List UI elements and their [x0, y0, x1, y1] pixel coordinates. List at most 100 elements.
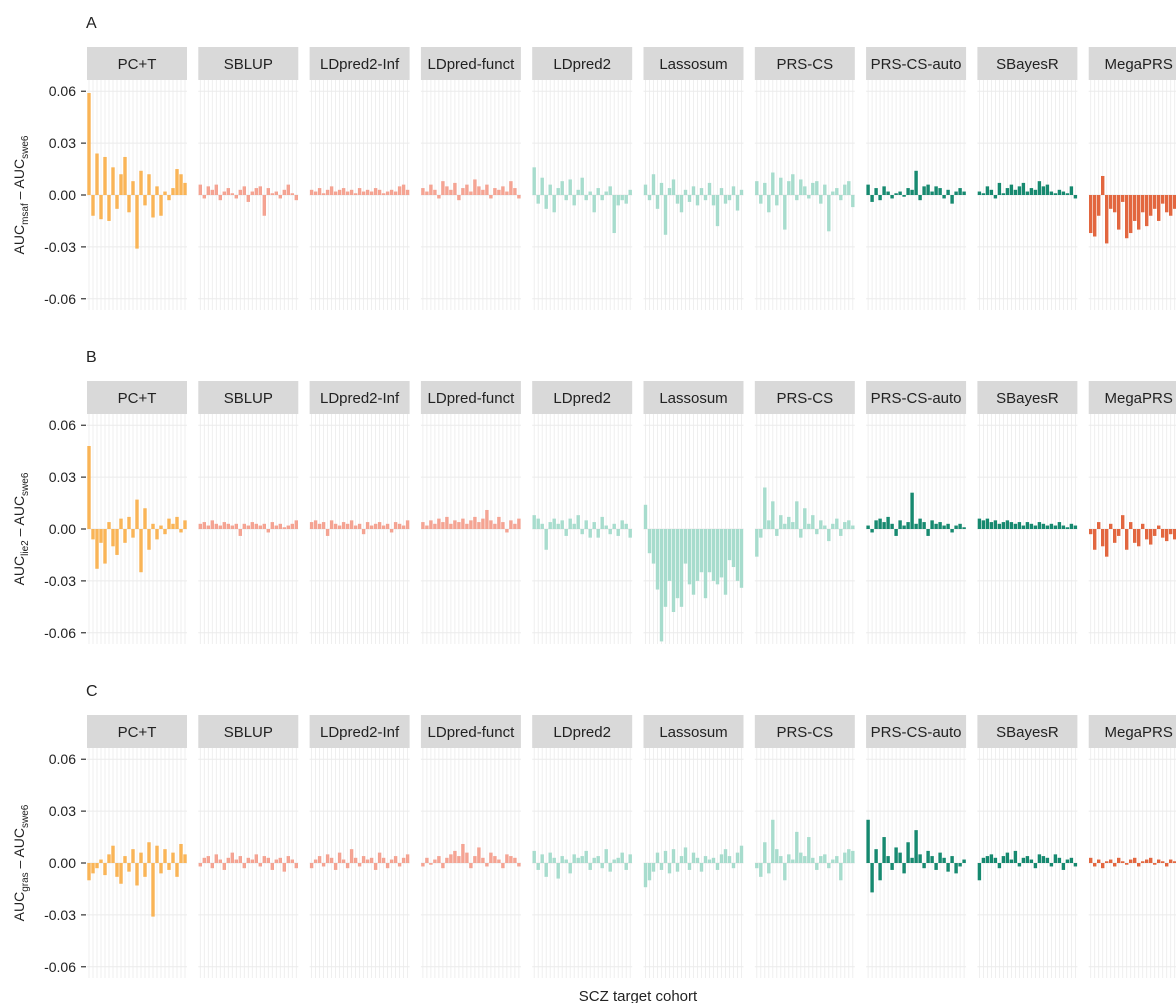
bar [942, 525, 946, 529]
bar [926, 184, 930, 195]
bar [997, 182, 1002, 195]
bar [111, 529, 115, 547]
bar [997, 863, 1002, 869]
bar [270, 863, 274, 870]
bar [787, 181, 791, 195]
bar [1069, 523, 1074, 529]
bar [369, 857, 374, 863]
bar [532, 167, 536, 195]
bar [807, 523, 811, 529]
bar [183, 854, 187, 863]
bar [389, 189, 394, 195]
bar [485, 863, 489, 867]
facet-label: LDpred-funct [428, 390, 516, 407]
bar [397, 863, 402, 867]
bar [373, 863, 378, 870]
bar [1137, 863, 1141, 867]
bar [775, 529, 779, 536]
bar [735, 852, 740, 863]
y-axis-title-part: AUC [11, 225, 27, 255]
bar [278, 857, 282, 863]
bar [1173, 195, 1176, 209]
bar [397, 186, 402, 195]
bar [147, 174, 151, 195]
bar [962, 191, 966, 195]
bar [532, 515, 536, 529]
bar [1009, 184, 1014, 195]
facet-label: LDpred2-Inf [320, 390, 400, 407]
bar [584, 520, 588, 529]
bar [839, 195, 843, 201]
bar [1029, 859, 1034, 863]
bar [981, 193, 986, 195]
bar [473, 856, 477, 863]
bar [1157, 859, 1161, 863]
bar [246, 857, 250, 863]
bar [823, 184, 827, 195]
bar [457, 522, 461, 529]
bar [643, 184, 648, 195]
bar [1009, 522, 1014, 529]
bar [1021, 182, 1026, 195]
bar [803, 186, 807, 195]
bar [763, 842, 767, 863]
bar [894, 847, 898, 863]
bar [1069, 857, 1074, 863]
bar [799, 852, 803, 863]
bar [783, 863, 787, 881]
bar [894, 193, 898, 195]
bar [938, 188, 942, 195]
bar [548, 184, 552, 195]
bar [1057, 857, 1062, 863]
bar [294, 520, 298, 529]
bar [1129, 859, 1133, 863]
bar [171, 188, 175, 195]
bar [767, 863, 771, 874]
bar [985, 518, 990, 529]
bar [242, 523, 246, 529]
bar [313, 191, 318, 195]
bar [1005, 188, 1010, 195]
bar [560, 181, 564, 195]
bar [349, 520, 354, 529]
bar [254, 854, 258, 863]
bar [600, 195, 604, 201]
bar [497, 859, 501, 863]
facet-strip [643, 715, 744, 748]
bar [433, 523, 437, 529]
bar [540, 177, 544, 195]
bar [1169, 529, 1173, 535]
bar [274, 191, 278, 195]
bar [509, 520, 513, 529]
bar [513, 857, 517, 863]
bar [870, 195, 874, 202]
bar [214, 184, 218, 195]
bar [222, 522, 226, 529]
bar [349, 189, 354, 195]
bar [811, 857, 815, 863]
bar [433, 859, 437, 863]
bar [620, 195, 624, 201]
bar [278, 523, 282, 529]
facet-label: LDpred2 [553, 390, 611, 407]
bar [325, 529, 330, 536]
bar [568, 863, 572, 874]
bar [441, 181, 445, 195]
bar [421, 522, 425, 529]
bar [501, 522, 505, 529]
bar [1169, 859, 1173, 863]
facet-strip [309, 381, 410, 414]
facet-label: PRS-CS [776, 56, 833, 73]
facet-strip [977, 47, 1078, 80]
bar [1129, 195, 1133, 234]
bar [1073, 863, 1078, 867]
bar [469, 191, 473, 195]
bar [171, 852, 175, 863]
bar [238, 856, 242, 863]
facet-label: SBLUP [224, 724, 273, 741]
bar [707, 182, 712, 195]
bar [576, 515, 580, 529]
bar [453, 520, 457, 529]
bar [1165, 195, 1169, 213]
bar [703, 529, 708, 599]
